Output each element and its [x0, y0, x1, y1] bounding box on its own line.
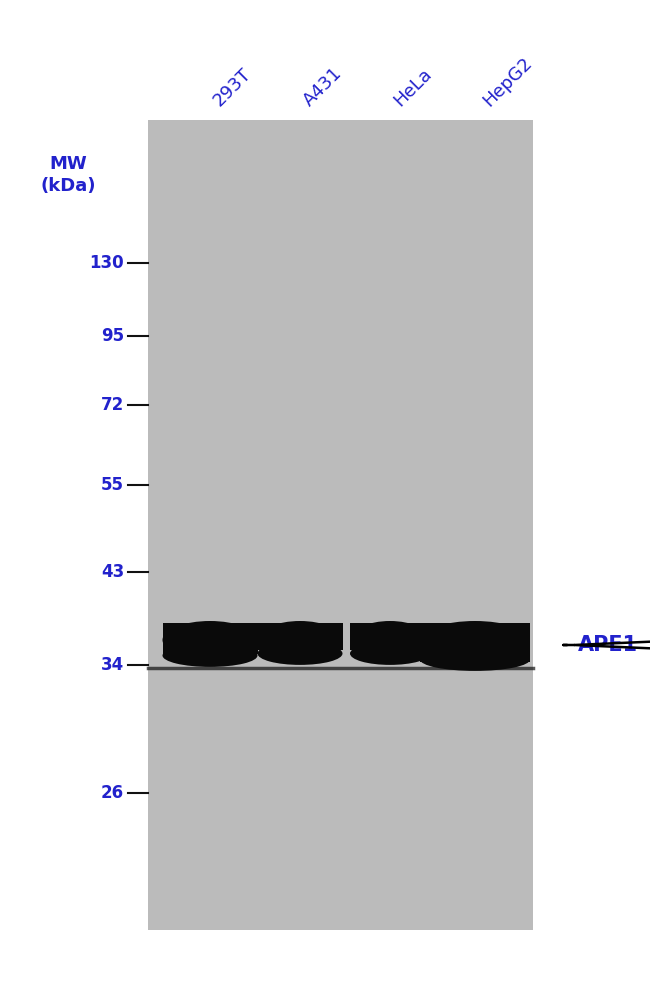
Text: 130: 130 [90, 254, 124, 272]
Ellipse shape [350, 621, 430, 659]
Ellipse shape [162, 644, 257, 667]
Text: 55: 55 [101, 476, 124, 494]
Text: HepG2: HepG2 [480, 54, 536, 110]
Text: 43: 43 [101, 563, 124, 581]
Ellipse shape [420, 621, 530, 659]
Bar [350, 623, 430, 650]
Ellipse shape [162, 621, 257, 659]
Text: HeLa: HeLa [390, 65, 435, 110]
Text: 72: 72 [101, 396, 124, 414]
Ellipse shape [257, 642, 343, 665]
Bar [162, 623, 257, 654]
Text: A431: A431 [300, 64, 346, 110]
Text: 26: 26 [101, 784, 124, 802]
Ellipse shape [420, 648, 530, 671]
Text: 293T: 293T [210, 65, 255, 110]
Text: 95: 95 [101, 327, 124, 345]
Bar [257, 623, 343, 650]
Text: APE1: APE1 [578, 635, 638, 655]
Bar [148, 120, 533, 930]
Ellipse shape [350, 642, 430, 665]
Text: MW
(kDa): MW (kDa) [40, 155, 96, 195]
Text: 34: 34 [101, 656, 124, 674]
Ellipse shape [257, 621, 343, 659]
Bar [420, 623, 530, 662]
